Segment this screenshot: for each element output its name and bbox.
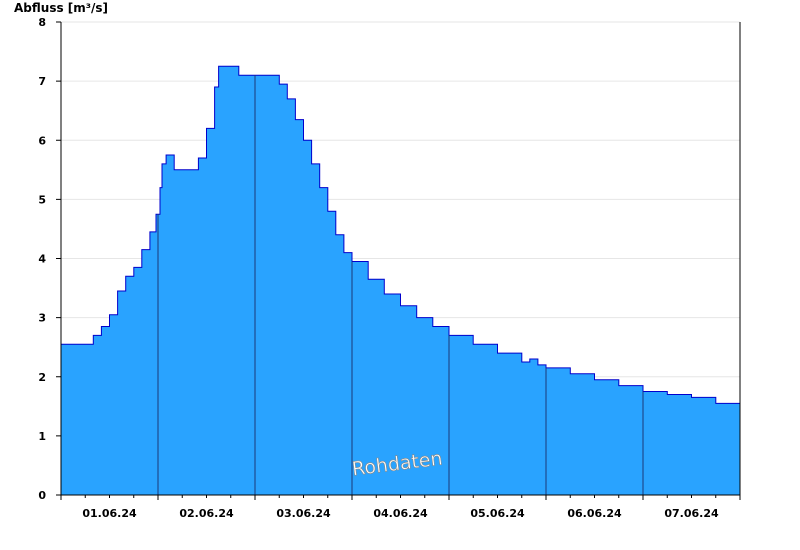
- y-tick-label: 1: [38, 430, 46, 443]
- x-tick-label: 06.06.24: [567, 507, 622, 520]
- y-tick-label: 6: [38, 134, 46, 147]
- x-tick-label: 01.06.24: [82, 507, 137, 520]
- y-tick-label: 8: [38, 16, 46, 29]
- x-tick-label: 04.06.24: [373, 507, 428, 520]
- discharge-line: [61, 65, 741, 407]
- x-ticks: 01.06.24 02.06.24 03.06.24 04.06.24 05.06.24…: [60, 495, 741, 520]
- day-separators: [157, 75, 644, 495]
- y-tick-label: 2: [38, 371, 46, 384]
- y-tick-label: 3: [38, 312, 46, 325]
- x-tick-label: 05.06.24: [470, 507, 525, 520]
- discharge-series: [61, 65, 741, 496]
- x-tick-label: 03.06.24: [276, 507, 331, 520]
- x-tick-label: 07.06.24: [664, 507, 719, 520]
- discharge-area: [61, 66, 740, 496]
- y-ticks: 0 1 2 3 4 5 6 7 8: [38, 16, 61, 502]
- y-tick-label: 0: [38, 489, 46, 502]
- y-tick-label: 7: [38, 75, 46, 88]
- y-tick-label: 4: [38, 253, 46, 266]
- y-axis-label: Abfluss [m³/s]: [14, 1, 109, 15]
- y-tick-label: 5: [38, 193, 46, 206]
- x-tick-label: 02.06.24: [179, 507, 234, 520]
